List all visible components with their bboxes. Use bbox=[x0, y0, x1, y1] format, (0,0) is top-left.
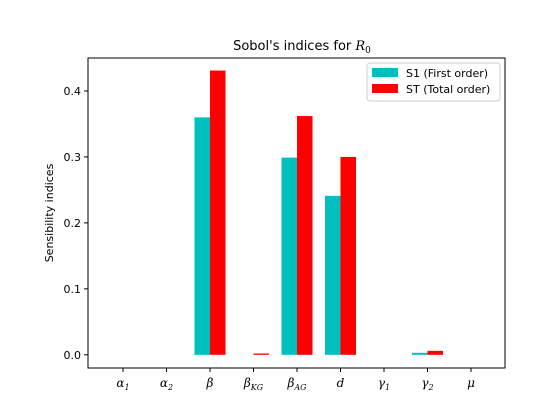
x-tick-label-8: μ bbox=[467, 376, 475, 390]
bars bbox=[194, 70, 443, 355]
x-tick-label-1: α2 bbox=[160, 376, 173, 392]
bar-st-2 bbox=[210, 70, 226, 355]
legend: S1 (First order) ST (Total order) bbox=[366, 62, 501, 102]
x-tick-label-5: d bbox=[337, 376, 345, 390]
legend-swatch-st bbox=[372, 84, 398, 93]
x-tick-label-4: βAG bbox=[286, 376, 307, 392]
legend-label-st: ST (Total order) bbox=[406, 83, 490, 96]
y-tick-label-2: 0.2 bbox=[64, 217, 82, 230]
y-axis: 0.0 0.1 0.2 0.3 0.4 bbox=[64, 85, 88, 362]
x-axis: α1 α2 β βKG βAG d γ1 γ2 μ bbox=[116, 368, 475, 392]
y-axis-title: Sensibility indices bbox=[43, 163, 56, 262]
bar-st-4 bbox=[297, 116, 313, 355]
x-tick-label-2: β bbox=[206, 376, 214, 390]
y-tick-label-1: 0.1 bbox=[64, 283, 82, 296]
x-tick-label-6: γ1 bbox=[378, 376, 390, 392]
x-tick-label-7: γ2 bbox=[421, 376, 433, 392]
bar-s1-7 bbox=[412, 352, 428, 355]
bar-st-5 bbox=[340, 156, 356, 355]
bar-s1-4 bbox=[281, 157, 297, 355]
bar-s1-5 bbox=[325, 195, 341, 355]
y-tick-label-0: 0.0 bbox=[64, 349, 82, 362]
x-tick-label-0: α1 bbox=[116, 376, 129, 392]
y-tick-label-3: 0.3 bbox=[64, 151, 82, 164]
bar-st-7 bbox=[427, 350, 443, 355]
x-tick-label-3: βKG bbox=[243, 376, 264, 392]
bar-st-3 bbox=[253, 353, 269, 355]
legend-swatch-s1 bbox=[372, 68, 398, 77]
y-tick-label-4: 0.4 bbox=[64, 85, 82, 98]
bar-s1-2 bbox=[194, 117, 210, 355]
chart-title: Sobol's indices for R0 bbox=[233, 39, 371, 56]
legend-label-s1: S1 (First order) bbox=[406, 67, 488, 80]
legend-box bbox=[366, 62, 501, 102]
